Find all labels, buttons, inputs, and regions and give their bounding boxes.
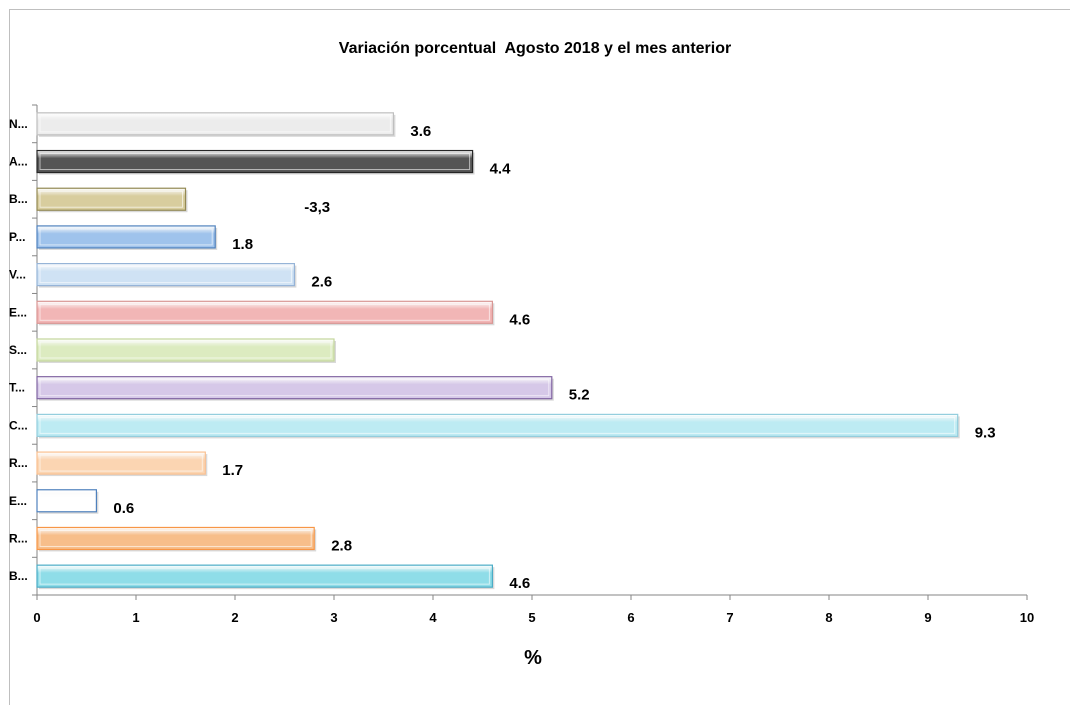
bar	[36, 564, 493, 588]
bar-bevel	[39, 341, 332, 359]
category-label: S...	[9, 343, 27, 357]
category-label: T...	[9, 381, 25, 395]
x-axis-label: %	[524, 647, 542, 669]
data-label: 4.4	[490, 161, 512, 178]
data-label: 1.8	[232, 236, 253, 253]
category-label: B...	[9, 569, 28, 583]
category-label: E...	[9, 305, 27, 319]
x-tick-label: 10	[1020, 610, 1034, 625]
x-tick-label: 1	[132, 610, 139, 625]
category-label: A...	[9, 155, 28, 169]
bar	[36, 300, 493, 324]
bar-bevel	[39, 529, 312, 547]
category-label: R...	[9, 531, 28, 545]
bar	[36, 376, 553, 400]
bar-bevel	[39, 303, 490, 321]
bar	[36, 451, 206, 475]
data-label: 0.6	[113, 500, 134, 517]
x-tick-label: 4	[429, 610, 437, 625]
category-label: N...	[9, 117, 28, 131]
data-label: 4.6	[509, 575, 530, 592]
bar	[36, 112, 394, 136]
bar-bevel	[39, 379, 550, 397]
x-tick-label: 7	[726, 610, 733, 625]
bar-bevel	[39, 190, 183, 208]
bar	[36, 526, 315, 551]
chart-title: Variación porcentual Agosto 2018 y el me…	[338, 40, 732, 57]
bar-bevel	[39, 228, 213, 246]
x-tick-label: 9	[924, 610, 931, 625]
category-label: C...	[9, 418, 28, 432]
data-label: -3,3	[304, 199, 330, 216]
data-label: 3.6	[410, 123, 431, 140]
x-tick-label: 5	[528, 610, 535, 625]
data-label: 5.2	[569, 387, 590, 404]
x-tick-label: 3	[330, 610, 337, 625]
bar-bevel	[39, 416, 956, 434]
bar	[36, 489, 98, 513]
bar	[36, 225, 216, 249]
bar-bevel	[39, 454, 203, 472]
bar	[36, 187, 187, 211]
bar	[36, 413, 959, 437]
data-label: 2.6	[311, 274, 332, 291]
category-label: E...	[9, 494, 27, 508]
bar-bevel	[39, 153, 471, 171]
x-tick-label: 0	[33, 610, 40, 625]
x-tick-label: 6	[627, 610, 634, 625]
bar-bevel	[39, 115, 391, 133]
x-tick-label: 2	[231, 610, 238, 625]
chart-area	[9, 9, 1070, 705]
category-label: B...	[9, 192, 28, 206]
x-tick-label: 8	[825, 610, 832, 625]
data-label: 9.3	[975, 424, 996, 441]
bar	[36, 338, 335, 362]
category-label: R...	[9, 456, 28, 470]
bar-bevel	[39, 567, 490, 585]
category-label: V...	[9, 268, 26, 282]
bar	[36, 149, 474, 174]
category-label: P...	[9, 230, 25, 244]
bar	[36, 263, 295, 287]
bar-bevel	[39, 266, 292, 284]
data-label: 1.7	[222, 462, 243, 479]
data-label: 2.8	[331, 537, 352, 554]
bar-bevel	[39, 492, 94, 510]
data-label: 4.6	[509, 311, 530, 328]
